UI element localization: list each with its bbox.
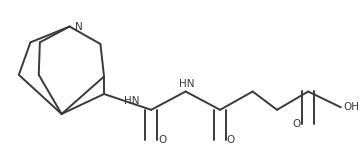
Text: O: O bbox=[292, 119, 300, 129]
Text: OH: OH bbox=[344, 102, 360, 112]
Text: O: O bbox=[227, 135, 235, 145]
Text: O: O bbox=[158, 135, 166, 145]
Text: N: N bbox=[75, 22, 83, 32]
Text: HN: HN bbox=[124, 96, 140, 107]
Text: HN: HN bbox=[179, 79, 194, 89]
